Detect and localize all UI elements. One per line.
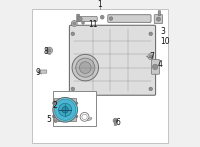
Circle shape <box>148 54 154 60</box>
Text: 8: 8 <box>43 47 48 56</box>
Circle shape <box>48 49 51 52</box>
Circle shape <box>52 115 55 118</box>
Circle shape <box>72 54 99 81</box>
Text: 1: 1 <box>98 0 102 9</box>
FancyBboxPatch shape <box>158 11 161 16</box>
Circle shape <box>156 17 161 21</box>
Circle shape <box>75 102 78 105</box>
Ellipse shape <box>88 118 92 120</box>
FancyBboxPatch shape <box>54 98 76 121</box>
Text: 11: 11 <box>89 20 98 29</box>
Circle shape <box>52 102 55 105</box>
Text: 3: 3 <box>161 27 166 36</box>
Text: 9: 9 <box>35 67 40 77</box>
Text: 6: 6 <box>115 118 120 127</box>
Circle shape <box>73 22 76 25</box>
FancyBboxPatch shape <box>69 25 156 95</box>
Circle shape <box>55 99 76 120</box>
Circle shape <box>71 32 75 36</box>
FancyBboxPatch shape <box>114 121 117 126</box>
Circle shape <box>62 107 68 113</box>
Text: 2: 2 <box>53 101 58 110</box>
Text: 4: 4 <box>158 60 163 69</box>
Bar <box>53 91 96 126</box>
FancyBboxPatch shape <box>154 15 163 24</box>
Circle shape <box>113 118 118 123</box>
Circle shape <box>82 21 85 24</box>
Circle shape <box>149 87 152 91</box>
Circle shape <box>100 15 104 19</box>
FancyBboxPatch shape <box>78 16 97 21</box>
Circle shape <box>149 32 152 36</box>
Circle shape <box>79 62 91 74</box>
Circle shape <box>75 115 78 118</box>
Circle shape <box>71 21 77 26</box>
Circle shape <box>54 120 57 123</box>
Circle shape <box>46 47 53 54</box>
Text: 5: 5 <box>47 115 52 124</box>
Text: 10: 10 <box>161 37 170 46</box>
Circle shape <box>53 97 78 122</box>
Circle shape <box>109 17 113 20</box>
FancyBboxPatch shape <box>38 70 47 73</box>
FancyBboxPatch shape <box>108 15 151 22</box>
FancyBboxPatch shape <box>77 14 79 22</box>
Circle shape <box>149 55 152 58</box>
Circle shape <box>59 103 72 116</box>
Circle shape <box>152 64 158 70</box>
Circle shape <box>78 17 82 21</box>
Circle shape <box>71 87 75 91</box>
Text: 7: 7 <box>150 52 155 61</box>
FancyBboxPatch shape <box>151 60 160 74</box>
Circle shape <box>76 58 95 77</box>
